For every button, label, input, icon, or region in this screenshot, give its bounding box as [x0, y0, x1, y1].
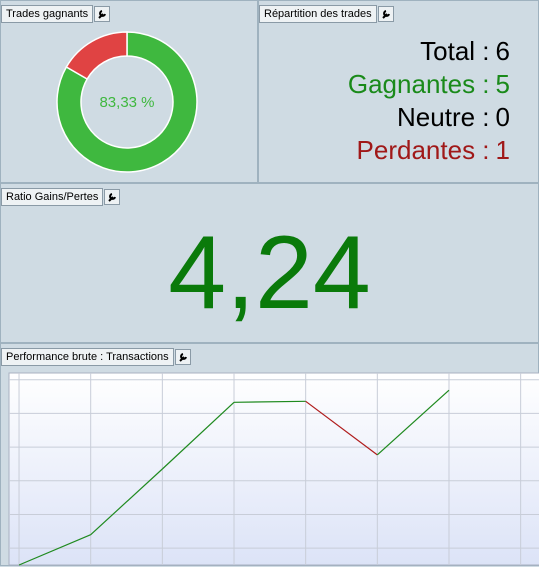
donut-slice — [56, 31, 198, 173]
panel-tab: Trades gagnants — [1, 5, 111, 23]
donut-slice — [65, 31, 128, 81]
panel-title: Performance brute : Transactions — [1, 348, 174, 366]
panel-title: Répartition des trades — [259, 5, 377, 23]
ratio-value: 4,24 — [168, 215, 371, 331]
settings-button[interactable] — [94, 6, 111, 22]
line-segment — [18, 534, 91, 566]
line-segment — [305, 400, 378, 456]
settings-button[interactable] — [377, 6, 394, 22]
row-value: 5 — [495, 69, 510, 99]
row-label: Neutre : — [397, 102, 490, 132]
donut-label: 83,33 % — [99, 94, 154, 111]
settings-button[interactable] — [174, 349, 191, 365]
panel-tab: Ratio Gains/Pertes — [1, 188, 121, 206]
row-label: Total : — [420, 36, 490, 66]
panel-performance: Performance brute : Transactions — [0, 343, 539, 566]
summary-rows: Total :6 Gagnantes :5 Neutre :0 Perdantes :… — [348, 35, 510, 167]
row-value: 0 — [495, 102, 510, 132]
settings-button[interactable] — [104, 189, 121, 205]
panel-ratio: Ratio Gains/Pertes 4,24 — [0, 183, 539, 343]
line-segment — [90, 468, 163, 536]
line-chart — [8, 372, 539, 566]
panel-title: Trades gagnants — [1, 5, 94, 23]
panel-trades: Trades gagnants 83,33 % — [0, 0, 258, 183]
row-label: Perdantes : — [356, 135, 490, 165]
summary-row: Gagnantes :5 — [348, 68, 510, 101]
donut-chart: 83,33 % — [56, 31, 198, 173]
row-value: 1 — [495, 135, 510, 165]
row-value: 6 — [495, 36, 510, 66]
line-segment — [376, 389, 450, 456]
panel-repartition: Répartition des trades Total :6 Gagnantes… — [258, 0, 539, 183]
line-segment — [161, 401, 235, 470]
summary-row: Neutre :0 — [348, 101, 510, 134]
panel-tab: Répartition des trades — [259, 5, 394, 23]
summary-row: Total :6 — [348, 35, 510, 68]
panel-tab: Performance brute : Transactions — [1, 348, 191, 366]
line-segment — [234, 400, 306, 403]
plot-area — [8, 372, 539, 566]
summary-row: Perdantes :1 — [348, 134, 510, 167]
row-label: Gagnantes : — [347, 69, 490, 99]
panel-title: Ratio Gains/Pertes — [1, 188, 104, 206]
